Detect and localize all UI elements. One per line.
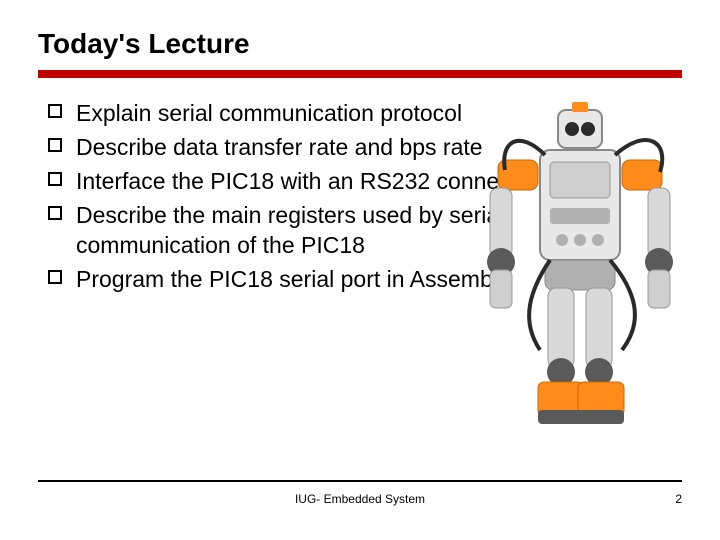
page-title: Today's Lecture [38,28,250,60]
footer-rule [38,480,682,482]
checkbox-icon [48,138,62,152]
title-underline [38,70,682,78]
bullet-text: Describe the main registers used by seri… [76,200,648,260]
list-item: Describe the main registers used by seri… [48,200,648,260]
bullet-text: Program the PIC18 serial port in Assembl… [76,264,509,294]
list-item: Program the PIC18 serial port in Assembl… [48,264,648,294]
checkbox-icon [48,270,62,284]
checkbox-icon [48,206,62,220]
bullet-text: Describe data transfer rate and bps rate [76,132,483,162]
footer-text: IUG- Embedded System [0,492,720,506]
bullet-text: Explain serial communication protocol [76,98,462,128]
page-number: 2 [675,492,682,506]
checkbox-icon [48,104,62,118]
list-item: Interface the PIC18 with an RS232 connec… [48,166,648,196]
checkbox-icon [48,172,62,186]
list-item: Explain serial communication protocol [48,98,648,128]
bullet-list: Explain serial communication protocol De… [48,98,648,298]
bullet-text: Interface the PIC18 with an RS232 connec… [76,166,538,196]
list-item: Describe data transfer rate and bps rate [48,132,648,162]
